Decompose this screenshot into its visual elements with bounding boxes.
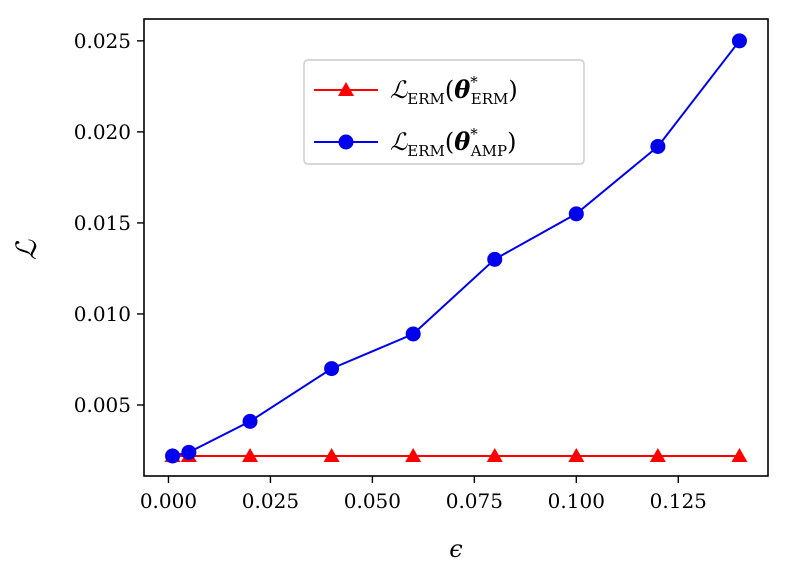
legend-marker-circle — [338, 134, 354, 150]
data-point-circle — [731, 33, 747, 49]
data-point-triangle — [731, 447, 748, 462]
y-tick-label: 0.010 — [74, 302, 131, 326]
data-point-triangle — [242, 447, 259, 462]
legend-label: ℒERM(θ* ERM) — [390, 73, 518, 108]
x-tick-label: 0.075 — [446, 489, 503, 513]
x-axis-label: ϵ — [449, 535, 462, 563]
x-tick-label: 0.025 — [242, 489, 299, 513]
legend-label: ℒERM(θ* AMP) — [390, 125, 516, 160]
data-point-triangle — [323, 447, 340, 462]
data-point-triangle — [405, 447, 422, 462]
x-tick-label: 0.100 — [548, 489, 605, 513]
legend-entry: ℒERM(θ* AMP) — [314, 125, 516, 160]
data-point-circle — [405, 326, 421, 342]
data-point-triangle — [649, 447, 666, 462]
y-tick-label: 0.025 — [74, 29, 131, 53]
data-point-circle — [242, 413, 258, 429]
data-point-circle — [324, 361, 340, 377]
plot-marks — [164, 33, 748, 464]
x-tick-label: 0.125 — [650, 489, 707, 513]
data-point-triangle — [486, 447, 503, 462]
x-tick-label: 0.000 — [140, 489, 197, 513]
data-point-circle — [487, 251, 503, 267]
y-tick-label: 0.005 — [74, 393, 131, 417]
axes: 0.000 0.025 0.050 0.075 0.100 0.125 0.005 0.010… — [10, 18, 769, 563]
legend-marker-triangle — [338, 82, 354, 96]
y-tick-label: 0.015 — [74, 211, 131, 235]
data-point-circle — [165, 448, 181, 464]
plot-frame — [143, 18, 769, 477]
y-axis-label: ℒ — [10, 239, 43, 260]
legend-frame — [303, 59, 585, 165]
data-point-triangle — [568, 447, 585, 462]
x-tick-label: 0.050 — [344, 489, 401, 513]
legend: ℒERM(θ* ERM) ℒERM(θ* AMP) — [303, 59, 585, 165]
legend-entry: ℒERM(θ* ERM) — [314, 73, 518, 108]
data-point-circle — [650, 138, 666, 154]
y-tick-label: 0.020 — [74, 120, 131, 144]
data-point-circle — [568, 206, 584, 222]
data-point-circle — [181, 444, 197, 460]
